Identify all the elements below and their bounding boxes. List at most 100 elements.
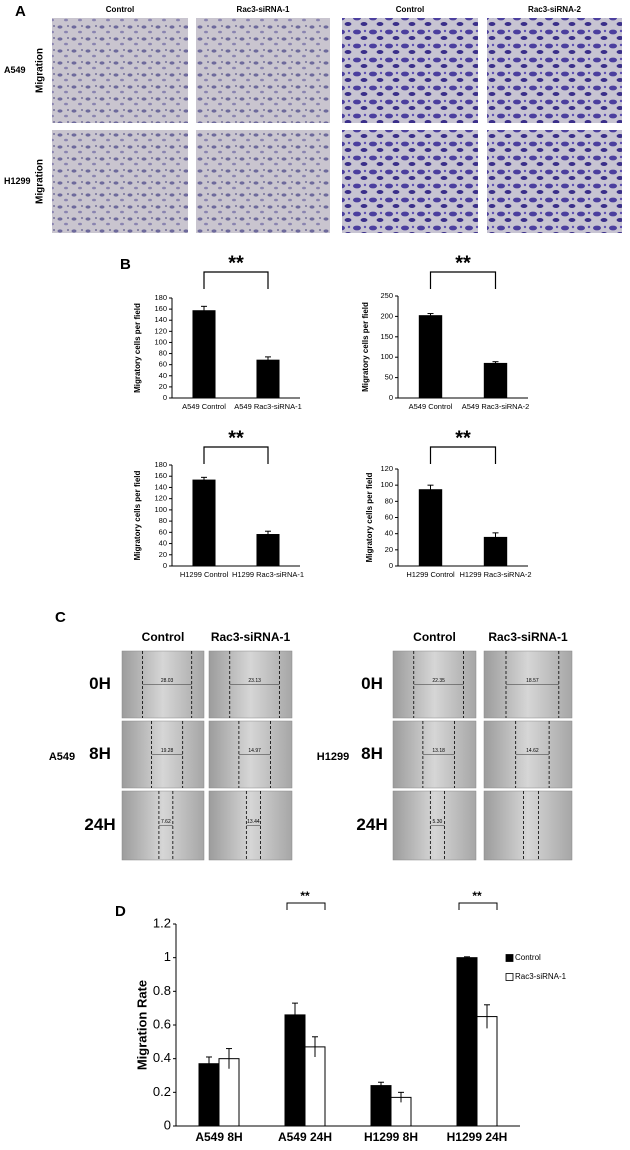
y-tick-label: 100 bbox=[380, 352, 393, 361]
y-axis-label: Migratory cells per field bbox=[133, 303, 142, 393]
significance-label: ** bbox=[228, 252, 244, 274]
x-tick-label: H1299 Control bbox=[180, 570, 229, 579]
x-tick-label: A549 24H bbox=[278, 1130, 332, 1144]
y-tick-label: 100 bbox=[154, 337, 167, 346]
wound-width: 28.03 bbox=[161, 678, 174, 684]
significance-label: ** bbox=[300, 889, 310, 903]
y-tick-label: 40 bbox=[385, 529, 393, 538]
y-tick-label: 80 bbox=[159, 349, 167, 358]
y-tick-label: 140 bbox=[154, 482, 167, 491]
bar bbox=[192, 310, 216, 398]
wound-image bbox=[483, 790, 573, 861]
bar bbox=[304, 1046, 326, 1127]
legend-swatch bbox=[505, 954, 514, 962]
legend-swatch bbox=[505, 973, 514, 981]
y-tick-label: 0.2 bbox=[153, 1084, 171, 1099]
significance-label: ** bbox=[455, 252, 471, 274]
y-axis-label: Migration Rate bbox=[134, 980, 149, 1070]
panel-label: B bbox=[120, 256, 131, 273]
bar bbox=[418, 489, 443, 566]
wound-width: 19.28 bbox=[161, 748, 174, 754]
micrograph bbox=[487, 18, 622, 123]
x-tick-label: H1299 Control bbox=[406, 570, 455, 579]
column-label: Rac3-siRNA-2 bbox=[528, 5, 581, 14]
bar bbox=[483, 362, 508, 398]
wound-width: 18.57 bbox=[526, 678, 539, 684]
y-tick-label: 1.2 bbox=[153, 915, 171, 930]
y-tick-label: 1 bbox=[164, 949, 171, 964]
legend-label: Control bbox=[515, 953, 541, 962]
time-label: 24H bbox=[84, 815, 115, 834]
time-label: 8H bbox=[361, 744, 383, 763]
micrograph bbox=[196, 130, 330, 233]
y-tick-label: 80 bbox=[385, 496, 393, 505]
y-tick-label: 160 bbox=[154, 471, 167, 480]
bar bbox=[256, 359, 280, 398]
cell-line-label: H1299 bbox=[317, 751, 349, 763]
column-label: Control bbox=[413, 630, 456, 644]
x-tick-label: A549 8H bbox=[195, 1130, 242, 1144]
time-label: 0H bbox=[361, 674, 383, 693]
y-tick-label: 40 bbox=[159, 371, 167, 380]
y-tick-label: 20 bbox=[159, 382, 167, 391]
y-tick-label: 60 bbox=[385, 512, 393, 521]
y-tick-label: 20 bbox=[385, 545, 393, 554]
y-tick-label: 200 bbox=[380, 311, 393, 320]
column-label: Control bbox=[396, 5, 424, 14]
y-tick-label: 120 bbox=[154, 326, 167, 335]
y-tick-label: 180 bbox=[154, 293, 167, 302]
y-tick-label: 0.4 bbox=[153, 1050, 171, 1065]
significance-label: ** bbox=[472, 889, 482, 903]
micrograph bbox=[196, 18, 330, 123]
x-tick-label: A549 Control bbox=[409, 402, 453, 411]
y-tick-label: 180 bbox=[154, 460, 167, 469]
bar bbox=[256, 534, 280, 566]
bar bbox=[476, 1016, 498, 1127]
wound-width: 13.18 bbox=[432, 748, 445, 754]
column-label: Rac3-siRNA-1 bbox=[237, 5, 290, 14]
y-axis-label: Migratory cells per field bbox=[361, 302, 370, 392]
x-tick-label: H1299 Rac3-siRNA-1 bbox=[232, 570, 304, 579]
column-label: Control bbox=[142, 630, 185, 644]
x-tick-label: H1299 24H bbox=[447, 1130, 508, 1144]
y-tick-label: 120 bbox=[380, 464, 393, 473]
bar bbox=[370, 1085, 392, 1127]
y-tick-label: 0 bbox=[389, 561, 393, 570]
y-tick-label: 160 bbox=[154, 304, 167, 313]
significance-bracket bbox=[429, 271, 497, 289]
bar bbox=[456, 957, 478, 1127]
y-tick-label: 150 bbox=[380, 332, 393, 341]
micrograph bbox=[342, 130, 478, 233]
column-label: Control bbox=[106, 5, 134, 14]
wound-width: 23.13 bbox=[248, 678, 261, 684]
time-label: 0H bbox=[89, 674, 111, 693]
row-label: H1299 bbox=[4, 176, 31, 186]
y-tick-label: 40 bbox=[159, 539, 167, 548]
wound-width: 13.44 bbox=[247, 819, 260, 825]
bar bbox=[192, 479, 216, 566]
wound-width: 14.62 bbox=[526, 748, 539, 754]
significance-bracket bbox=[458, 902, 498, 910]
bar bbox=[198, 1063, 220, 1127]
y-axis-label: Migratory cells per field bbox=[365, 472, 374, 562]
panel-label: C bbox=[55, 609, 66, 626]
legend-label: Rac3-siRNA-1 bbox=[515, 972, 567, 981]
micrograph bbox=[52, 130, 188, 233]
x-tick-label: H1299 Rac3-siRNA-2 bbox=[459, 570, 531, 579]
significance-label: ** bbox=[455, 427, 471, 449]
row-assay-label: Migration bbox=[35, 48, 46, 93]
wound-width: 7.62 bbox=[161, 819, 171, 825]
row-assay-label: Migration bbox=[35, 159, 46, 204]
x-tick-label: A549 Rac3-siRNA-2 bbox=[462, 402, 530, 411]
panel-label: A bbox=[15, 3, 26, 20]
micrograph bbox=[52, 18, 188, 123]
x-tick-label: A549 Rac3-siRNA-1 bbox=[234, 402, 302, 411]
y-tick-label: 80 bbox=[159, 516, 167, 525]
bar bbox=[284, 1014, 306, 1127]
y-tick-label: 60 bbox=[159, 360, 167, 369]
y-tick-label: 0 bbox=[163, 561, 167, 570]
y-tick-label: 0 bbox=[164, 1117, 171, 1132]
y-tick-label: 120 bbox=[154, 494, 167, 503]
column-label: Rac3-siRNA-1 bbox=[211, 630, 291, 644]
